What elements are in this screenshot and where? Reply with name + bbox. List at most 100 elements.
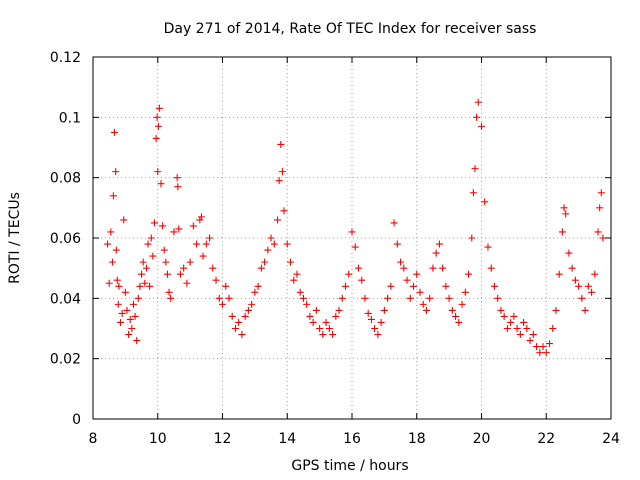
data-point	[565, 249, 573, 257]
data-point	[160, 246, 168, 254]
x-tick-label: 18	[408, 431, 426, 447]
data-point	[361, 294, 369, 302]
data-point	[110, 128, 118, 136]
data-point	[387, 282, 395, 290]
data-point	[520, 318, 528, 326]
y-tick-label: 0.06	[50, 231, 81, 247]
y-tick-label: 0.08	[50, 171, 81, 187]
data-point	[500, 312, 508, 320]
data-point	[128, 325, 136, 332]
data-point	[481, 198, 489, 206]
data-point	[539, 343, 547, 351]
data-point	[165, 288, 173, 296]
data-point	[129, 300, 137, 308]
data-point	[267, 234, 275, 242]
data-points	[104, 98, 607, 357]
x-tick-labels: 8 10 12 14 16 18 20 22 24	[89, 431, 620, 447]
data-point	[442, 282, 450, 290]
data-point	[494, 294, 502, 302]
data-point	[278, 168, 286, 176]
data-point	[406, 294, 414, 302]
y-tick-labels: 0 0.02 0.04 0.06 0.08 0.1 0.12	[50, 50, 81, 428]
data-point	[429, 264, 437, 272]
data-point	[299, 294, 307, 302]
data-point	[465, 270, 473, 278]
data-point	[283, 240, 291, 248]
data-point	[584, 282, 592, 290]
data-point	[270, 240, 278, 248]
data-point	[335, 306, 343, 314]
y-tick-label: 0.1	[59, 110, 81, 126]
data-point	[358, 276, 366, 284]
data-point	[523, 325, 531, 332]
data-point	[209, 264, 217, 272]
data-point	[112, 168, 120, 176]
data-point	[202, 240, 210, 248]
data-point	[397, 258, 405, 266]
y-tick-label: 0.12	[50, 50, 81, 66]
data-point	[113, 276, 121, 284]
data-point	[154, 122, 162, 130]
data-point	[596, 204, 604, 212]
data-point	[377, 318, 385, 326]
x-tick-label: 20	[473, 431, 491, 447]
data-point	[306, 312, 314, 320]
data-point	[183, 279, 191, 287]
data-point	[461, 288, 469, 296]
data-point	[364, 309, 372, 317]
data-point	[432, 249, 440, 257]
data-point	[533, 343, 541, 351]
data-point	[529, 331, 537, 339]
x-tick-label: 16	[343, 431, 361, 447]
data-point	[146, 282, 154, 290]
data-point	[212, 276, 220, 284]
data-point	[149, 252, 157, 260]
data-point	[254, 282, 262, 290]
data-point	[452, 312, 460, 320]
data-point	[448, 306, 456, 314]
data-point	[468, 234, 476, 242]
data-point	[126, 315, 134, 323]
data-point	[136, 282, 144, 290]
data-point	[222, 282, 230, 290]
data-point	[162, 258, 170, 266]
data-point	[351, 243, 359, 251]
data-point	[197, 213, 205, 221]
data-point	[458, 300, 466, 308]
data-point	[235, 318, 243, 326]
chart-title: Day 271 of 2014, Rate Of TEC Index for r…	[164, 21, 537, 37]
y-tick-label: 0	[72, 412, 81, 428]
data-point	[403, 276, 411, 284]
data-point	[558, 228, 566, 236]
data-point	[303, 300, 311, 308]
data-point	[115, 282, 123, 290]
data-point	[332, 312, 340, 320]
data-point	[445, 294, 453, 302]
data-point	[473, 113, 481, 121]
data-point	[264, 246, 272, 254]
data-point	[296, 288, 304, 296]
data-point	[435, 240, 443, 248]
data-point	[419, 300, 427, 308]
data-point	[120, 216, 128, 224]
data-point	[139, 258, 147, 266]
data-point	[354, 264, 362, 272]
data-point	[219, 300, 226, 308]
data-point	[588, 288, 596, 296]
data-point	[469, 189, 477, 197]
data-point	[338, 294, 346, 302]
data-point	[131, 312, 139, 320]
y-tick-label: 0.02	[50, 352, 81, 368]
data-point	[173, 174, 181, 182]
data-point	[114, 300, 122, 308]
data-point	[345, 270, 353, 278]
data-point	[413, 270, 421, 278]
data-point	[384, 294, 392, 302]
data-point	[121, 288, 129, 296]
data-point	[575, 282, 583, 290]
data-point	[439, 264, 447, 272]
data-point	[329, 331, 337, 339]
data-point	[490, 282, 498, 290]
data-point	[422, 306, 430, 314]
data-point	[478, 122, 485, 130]
